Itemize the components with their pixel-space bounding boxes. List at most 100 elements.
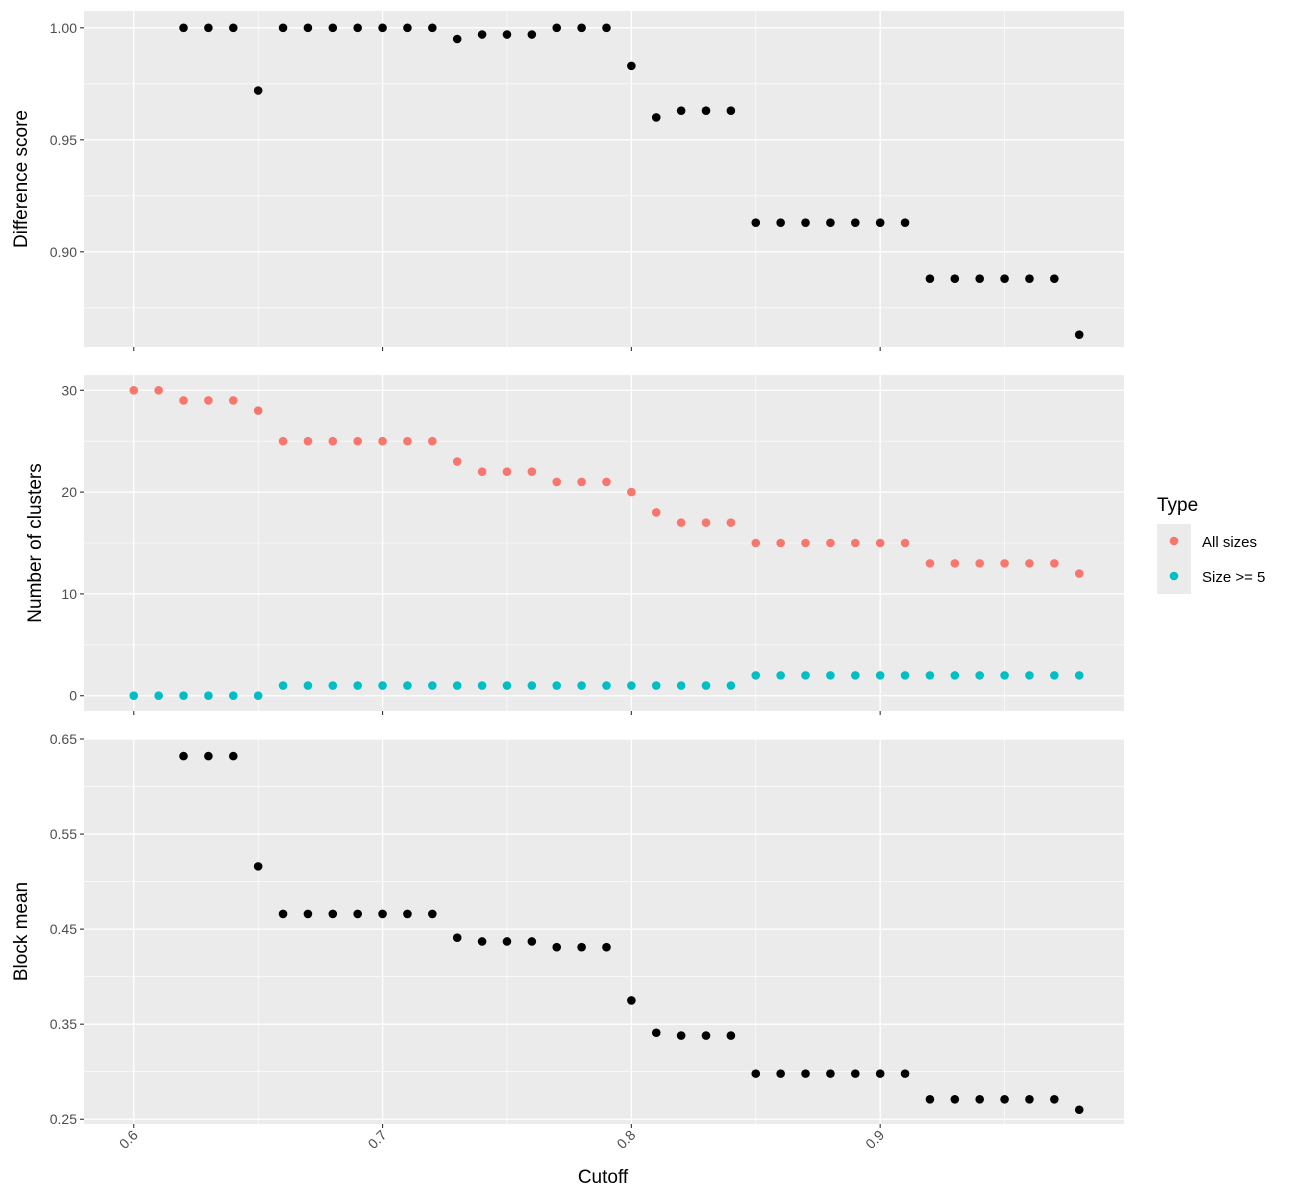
data-point (602, 942, 611, 952)
data-point (303, 681, 313, 690)
y-tick-label: 0.25 (50, 1111, 77, 1127)
data-point (925, 1094, 935, 1104)
legend-label: Size >= 5 (1202, 569, 1265, 586)
data-point (900, 671, 910, 680)
data-point (950, 1094, 960, 1104)
data-point (651, 508, 661, 517)
data-point (1025, 559, 1034, 568)
data-point (278, 909, 288, 919)
data-point (278, 436, 288, 446)
data-point (925, 671, 935, 680)
data-point (602, 23, 611, 33)
data-point (428, 436, 437, 446)
data-point (502, 467, 512, 477)
data-point (228, 23, 238, 33)
legend-key (1169, 571, 1179, 581)
data-point (900, 1069, 910, 1078)
data-point (253, 406, 263, 415)
data-point (303, 909, 313, 919)
data-point (676, 681, 686, 690)
data-point (925, 274, 935, 283)
data-point (826, 538, 835, 548)
data-point (850, 671, 860, 680)
data-point (701, 106, 711, 115)
data-point (527, 467, 537, 477)
data-point (253, 86, 263, 95)
data-point (378, 23, 387, 33)
data-point (428, 23, 437, 33)
data-point (228, 751, 238, 761)
data-point (1025, 274, 1034, 283)
data-point (801, 538, 810, 548)
panel-background (84, 739, 1124, 1124)
data-point (502, 681, 512, 690)
data-point (577, 23, 586, 33)
data-point (1025, 671, 1034, 680)
data-point (477, 467, 487, 477)
data-point (353, 23, 362, 33)
data-point (527, 937, 537, 946)
data-point (179, 751, 188, 761)
legend-key (1169, 536, 1179, 546)
data-point (204, 23, 213, 33)
data-point (452, 34, 462, 44)
data-point (328, 681, 338, 690)
data-point (577, 681, 586, 690)
data-point (179, 23, 188, 33)
data-point (452, 457, 462, 466)
data-point (925, 559, 935, 568)
data-point (726, 681, 736, 690)
data-point (776, 218, 785, 227)
data-point (1025, 1094, 1034, 1104)
data-point (875, 671, 885, 680)
data-point (129, 385, 139, 395)
data-point (303, 23, 313, 33)
data-point (801, 671, 810, 680)
data-point (850, 218, 860, 227)
data-point (253, 862, 263, 871)
data-point (701, 681, 711, 690)
panel-3: 0.25 0.35 0.45 0.55 0.65 Block mean (11, 731, 1124, 1128)
y-axis-title: Difference score (11, 110, 32, 248)
data-point (826, 218, 835, 227)
data-point (552, 477, 562, 487)
data-point (776, 1069, 785, 1078)
series-2 (129, 671, 1084, 701)
legend-label: All sizes (1202, 534, 1257, 551)
data-point (875, 1069, 885, 1078)
data-point (602, 477, 611, 487)
data-point (975, 559, 984, 568)
data-point (1000, 559, 1009, 568)
panels-layer: 0.90 0.95 1.00 Difference score 0 10 20 30 Numbe… (11, 11, 1124, 1128)
data-point (328, 436, 338, 446)
data-point (477, 681, 487, 690)
data-point (577, 942, 586, 952)
data-point (328, 909, 338, 919)
data-point (1074, 569, 1084, 578)
series-1 (179, 751, 1084, 1115)
data-point (701, 518, 711, 527)
data-point (278, 681, 288, 690)
data-point (651, 113, 661, 122)
data-point (527, 30, 537, 39)
data-point (1050, 1094, 1059, 1104)
data-point (154, 385, 163, 395)
y-tick-label: 0.45 (50, 921, 77, 937)
data-point (1074, 1105, 1084, 1115)
data-point (651, 681, 661, 690)
data-point (900, 218, 910, 227)
y-tick-label: 0.65 (50, 731, 77, 747)
y-tick-label: 30 (61, 382, 77, 398)
data-point (1074, 330, 1084, 339)
data-point (477, 937, 487, 946)
y-tick-label: 0 (69, 688, 77, 704)
data-point (577, 477, 586, 487)
data-point (850, 538, 860, 548)
data-point (1000, 274, 1009, 283)
data-point (353, 436, 362, 446)
data-point (726, 1031, 736, 1040)
data-point (651, 1028, 661, 1038)
data-point (726, 106, 736, 115)
data-point (751, 538, 761, 548)
